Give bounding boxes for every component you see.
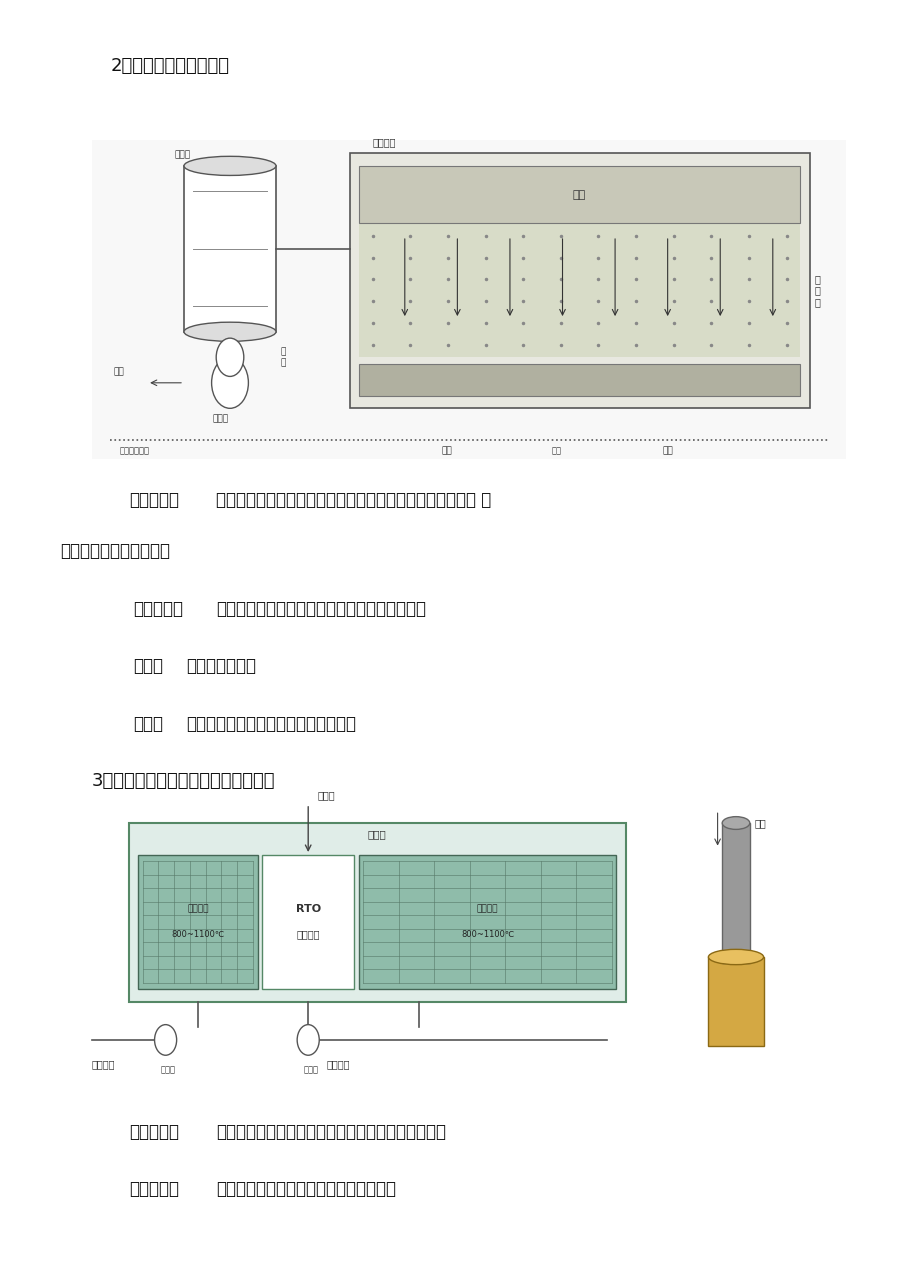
Bar: [349, 153, 809, 408]
Text: 废气: 废气: [113, 367, 124, 376]
Bar: [358, 855, 616, 989]
Text: 易受气象条件限制，恶臭物质依然存在: 易受气象条件限制，恶臭物质依然存在: [186, 715, 356, 732]
Text: 缺点：: 缺点：: [133, 715, 164, 732]
Text: 排气: 排气: [754, 818, 766, 828]
Text: 水
泵: 水 泵: [280, 347, 286, 367]
Ellipse shape: [708, 949, 763, 965]
Bar: [138, 855, 257, 989]
Text: 换向阀: 换向阀: [161, 1065, 176, 1074]
Text: 将有臭味地气体通过烟囱排至大气，或用无臭空气稀释，降 低: 将有臭味地气体通过烟囱排至大气，或用无臭空气稀释，降 低: [216, 491, 491, 509]
Ellipse shape: [184, 157, 276, 176]
Text: 恶臭物质浓度以减少臭味: 恶臭物质浓度以减少臭味: [60, 542, 170, 560]
Text: 渗水: 渗水: [662, 447, 673, 456]
Circle shape: [211, 357, 248, 408]
Circle shape: [297, 1025, 319, 1055]
Bar: [92, 140, 845, 459]
Text: 鼓风机: 鼓风机: [212, 415, 229, 424]
Bar: [129, 823, 625, 1002]
Text: 调湿度: 调湿度: [175, 151, 191, 160]
Bar: [358, 223, 800, 357]
Text: 生物卫海: 生物卫海: [372, 137, 396, 147]
Text: 800~1100℃: 800~1100℃: [171, 930, 224, 939]
Ellipse shape: [721, 817, 749, 829]
Text: 处理系统: 处理系统: [296, 930, 320, 939]
Text: 水泵: 水泵: [441, 447, 452, 456]
Text: 适用范围：: 适用范围：: [133, 600, 183, 618]
Text: 适用于处理中、低浓度的有组织排放的恶臭气体: 适用于处理中、低浓度的有组织排放的恶臭气体: [216, 600, 425, 618]
Bar: [184, 166, 276, 332]
Text: 在高温下恶臭物质与燃料气充分混和，实现完全燃烧: 在高温下恶臭物质与燃料气充分混和，实现完全燃烧: [216, 1123, 446, 1141]
Text: 800~1100℃: 800~1100℃: [460, 930, 514, 939]
Bar: [358, 166, 800, 223]
Circle shape: [154, 1025, 176, 1055]
Text: 3脱臭方法：热力燃烧法、催化燃烧法: 3脱臭方法：热力燃烧法、催化燃烧法: [92, 772, 275, 790]
Circle shape: [216, 338, 244, 376]
Text: 助燃剂: 助燃剂: [317, 790, 335, 800]
Text: 优点：: 优点：: [133, 657, 164, 675]
Text: RTO: RTO: [295, 905, 321, 914]
Text: 陶瓷蓄热: 陶瓷蓄热: [187, 905, 209, 914]
Ellipse shape: [184, 322, 276, 342]
Bar: [358, 364, 800, 396]
Text: 适用范围：: 适用范围：: [129, 1180, 178, 1198]
Text: 适用于处理高浓度、小气量的可燃性气体: 适用于处理高浓度、小气量的可燃性气体: [216, 1180, 396, 1198]
Bar: [262, 855, 354, 989]
Text: 2脱臭方法：稀释扩散法: 2脱臭方法：稀释扩散法: [110, 57, 229, 75]
Bar: [708, 957, 763, 1046]
Text: 陶瓷蓄热: 陶瓷蓄热: [476, 905, 498, 914]
Text: 填料: 填料: [573, 190, 585, 199]
Text: 脱臭原理：: 脱臭原理：: [129, 491, 178, 509]
Text: 换向阀: 换向阀: [303, 1065, 318, 1074]
Text: 费用低设备简单: 费用低设备简单: [186, 657, 255, 675]
Text: 有机废气: 有机废气: [92, 1059, 116, 1069]
Text: 脱臭原理：: 脱臭原理：: [129, 1123, 178, 1141]
Text: 燃烧室: 燃烧室: [368, 829, 386, 840]
Text: 化工: 化工: [551, 447, 562, 456]
Bar: [721, 823, 749, 963]
Text: 布
气
头: 布 气 头: [813, 273, 819, 308]
Text: 燃烧尾气: 燃烧尾气: [326, 1059, 350, 1069]
Text: 点钻充水弧额: 点钻充水弧额: [119, 447, 150, 456]
